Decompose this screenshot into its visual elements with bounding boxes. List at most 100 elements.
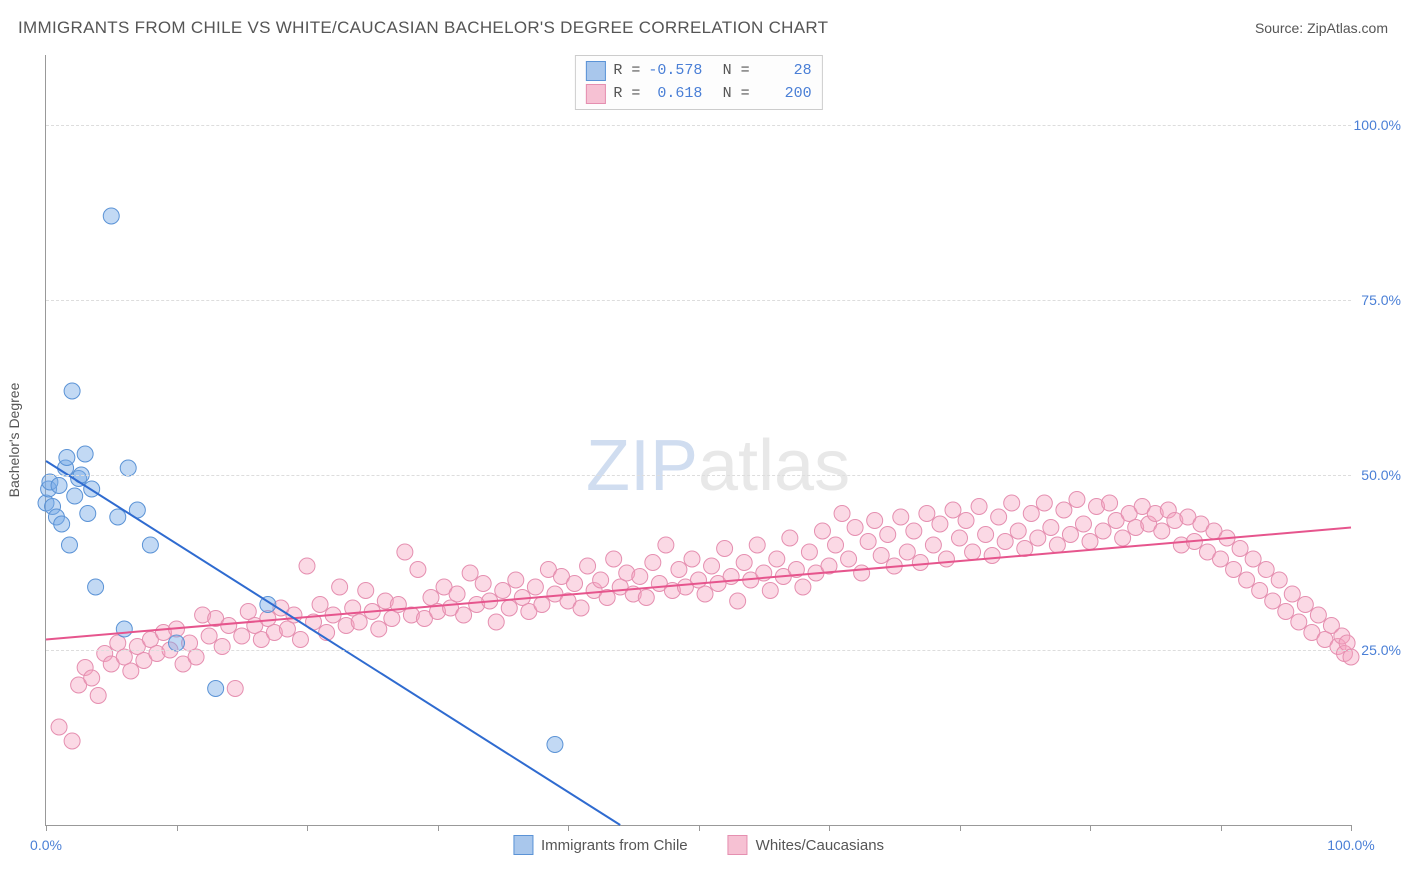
data-point xyxy=(860,534,876,550)
data-point xyxy=(919,506,935,522)
data-point xyxy=(834,506,850,522)
data-point xyxy=(59,450,75,466)
data-point xyxy=(1010,523,1026,539)
data-point xyxy=(84,670,100,686)
data-point xyxy=(1284,586,1300,602)
data-point xyxy=(730,593,746,609)
legend-n-label: N = xyxy=(723,60,750,83)
data-point xyxy=(80,506,96,522)
data-point xyxy=(120,460,136,476)
data-point xyxy=(351,614,367,630)
data-point xyxy=(1291,614,1307,630)
data-point xyxy=(638,590,654,606)
data-point xyxy=(449,586,465,602)
data-point xyxy=(1239,572,1255,588)
data-point xyxy=(67,488,83,504)
x-tick xyxy=(1351,825,1352,831)
data-point xyxy=(61,537,77,553)
data-point xyxy=(1226,562,1242,578)
data-point xyxy=(965,544,981,560)
data-point xyxy=(462,565,478,581)
gridline xyxy=(46,475,1351,476)
data-point xyxy=(221,618,237,634)
data-point xyxy=(606,551,622,567)
data-point xyxy=(1102,495,1118,511)
legend-row-blue: R = -0.578 N = 28 xyxy=(585,60,811,83)
data-point xyxy=(214,639,230,655)
data-point xyxy=(123,663,139,679)
data-point xyxy=(593,572,609,588)
data-point xyxy=(54,516,70,532)
data-point xyxy=(658,537,674,553)
data-point xyxy=(456,607,472,623)
data-point xyxy=(880,527,896,543)
legend-n-label: N = xyxy=(723,83,750,106)
data-point xyxy=(371,621,387,637)
data-point xyxy=(645,555,661,571)
x-tick xyxy=(568,825,569,831)
data-point xyxy=(116,621,132,637)
data-point xyxy=(952,530,968,546)
legend-swatch-blue xyxy=(585,61,605,81)
data-point xyxy=(1069,492,1085,508)
data-point xyxy=(893,509,909,525)
x-tick-label: 100.0% xyxy=(1327,837,1374,853)
y-tick-label: 50.0% xyxy=(1353,467,1401,483)
data-point xyxy=(1232,541,1248,557)
series-legend: Immigrants from Chile Whites/Caucasians xyxy=(513,835,884,855)
data-point xyxy=(312,597,328,613)
data-point xyxy=(814,523,830,539)
source-prefix: Source: xyxy=(1255,20,1307,36)
data-point xyxy=(51,719,67,735)
data-point xyxy=(704,558,720,574)
x-tick xyxy=(438,825,439,831)
x-tick xyxy=(46,825,47,831)
data-point xyxy=(906,523,922,539)
data-point xyxy=(77,446,93,462)
data-point xyxy=(299,558,315,574)
data-point xyxy=(1271,572,1287,588)
data-point xyxy=(1154,523,1170,539)
legend-item-blue: Immigrants from Chile xyxy=(513,835,688,855)
data-point xyxy=(867,513,883,529)
y-tick-label: 75.0% xyxy=(1353,292,1401,308)
data-point xyxy=(64,383,80,399)
data-point xyxy=(736,555,752,571)
data-point xyxy=(547,737,563,753)
data-point xyxy=(782,530,798,546)
data-point xyxy=(1115,530,1131,546)
data-point xyxy=(1075,516,1091,532)
data-point xyxy=(142,537,158,553)
data-point xyxy=(717,541,733,557)
source-name: ZipAtlas.com xyxy=(1307,20,1388,36)
data-point xyxy=(88,579,104,595)
data-point xyxy=(795,579,811,595)
data-point xyxy=(1056,502,1072,518)
data-point xyxy=(1265,593,1281,609)
x-tick xyxy=(1221,825,1222,831)
data-point xyxy=(508,572,524,588)
data-point xyxy=(912,555,928,571)
data-point xyxy=(495,583,511,599)
data-point xyxy=(671,562,687,578)
data-point xyxy=(1082,534,1098,550)
data-point xyxy=(567,576,583,592)
gridline xyxy=(46,650,1351,651)
data-point xyxy=(925,537,941,553)
data-point xyxy=(90,688,106,704)
chart-title: IMMIGRANTS FROM CHILE VS WHITE/CAUCASIAN… xyxy=(18,18,828,38)
x-tick xyxy=(829,825,830,831)
data-point xyxy=(841,551,857,567)
correlation-legend: R = -0.578 N = 28 R = 0.618 N = 200 xyxy=(574,55,822,110)
legend-r-label: R = xyxy=(613,60,640,83)
x-tick xyxy=(1090,825,1091,831)
data-point xyxy=(991,509,1007,525)
data-point xyxy=(1245,551,1261,567)
data-point xyxy=(984,548,1000,564)
data-point xyxy=(1004,495,1020,511)
legend-swatch-pink-icon xyxy=(728,835,748,855)
data-point xyxy=(201,628,217,644)
legend-swatch-pink xyxy=(585,84,605,104)
data-point xyxy=(1036,495,1052,511)
data-point xyxy=(971,499,987,515)
